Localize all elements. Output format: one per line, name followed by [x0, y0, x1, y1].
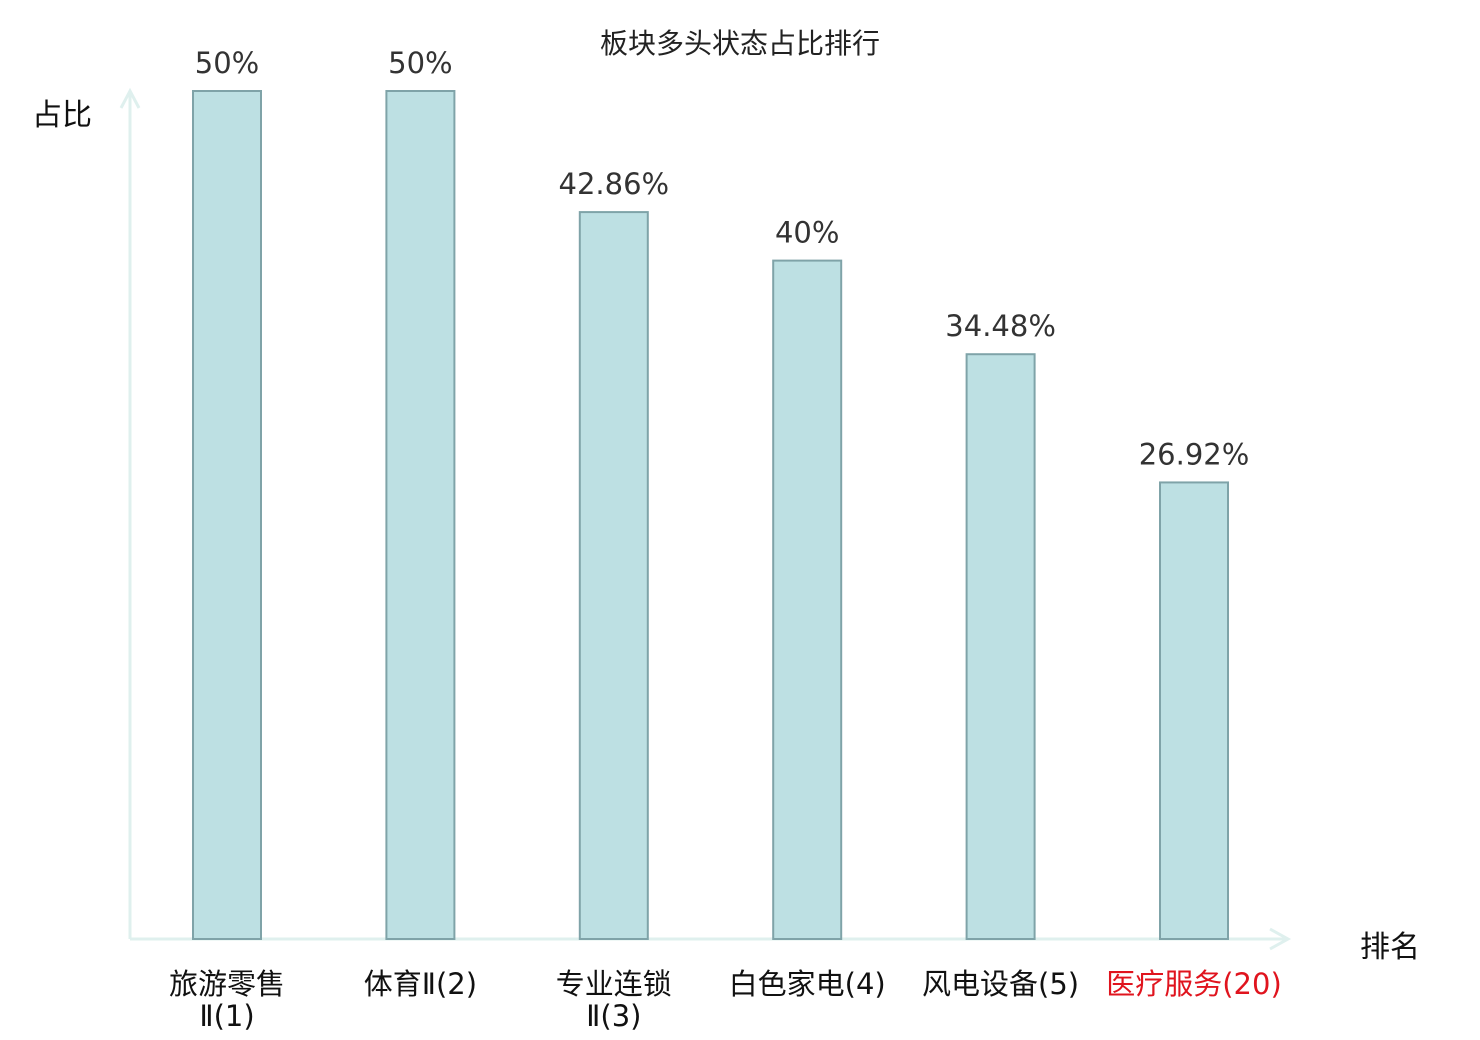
- x-tick-label: Ⅱ(1): [199, 999, 254, 1033]
- bar: [192, 90, 262, 940]
- data-label: 50%: [195, 46, 259, 80]
- bar: [965, 353, 1036, 941]
- chart-title: 板块多头状态占比排行: [599, 27, 880, 60]
- x-tick-label: Ⅱ(3): [586, 999, 641, 1033]
- data-label: 26.92%: [1139, 437, 1250, 471]
- x-tick-label: 体育Ⅱ(2): [364, 967, 477, 1001]
- data-label: 50%: [388, 46, 452, 80]
- x-tick-label: 旅游零售: [169, 967, 285, 1001]
- y-axis-label: 占比: [32, 98, 92, 133]
- data-label: 42.86%: [559, 167, 670, 201]
- x-tick-label: 风电设备(5): [922, 967, 1079, 1001]
- y-axis-arrow: [119, 87, 141, 109]
- bar: [385, 90, 456, 940]
- x-axis-arrow: [1269, 927, 1292, 951]
- x-tick-label: 医疗服务(20): [1106, 967, 1282, 1001]
- bar: [772, 259, 843, 941]
- x-axis-label: 排名: [1360, 930, 1420, 965]
- bar: [1159, 481, 1229, 940]
- data-label: 40%: [775, 216, 839, 250]
- data-label: 34.48%: [945, 309, 1056, 343]
- bar: [578, 211, 649, 940]
- x-tick-label: 白色家电(4): [729, 967, 886, 1001]
- x-tick-label: 专业连锁: [556, 967, 672, 1001]
